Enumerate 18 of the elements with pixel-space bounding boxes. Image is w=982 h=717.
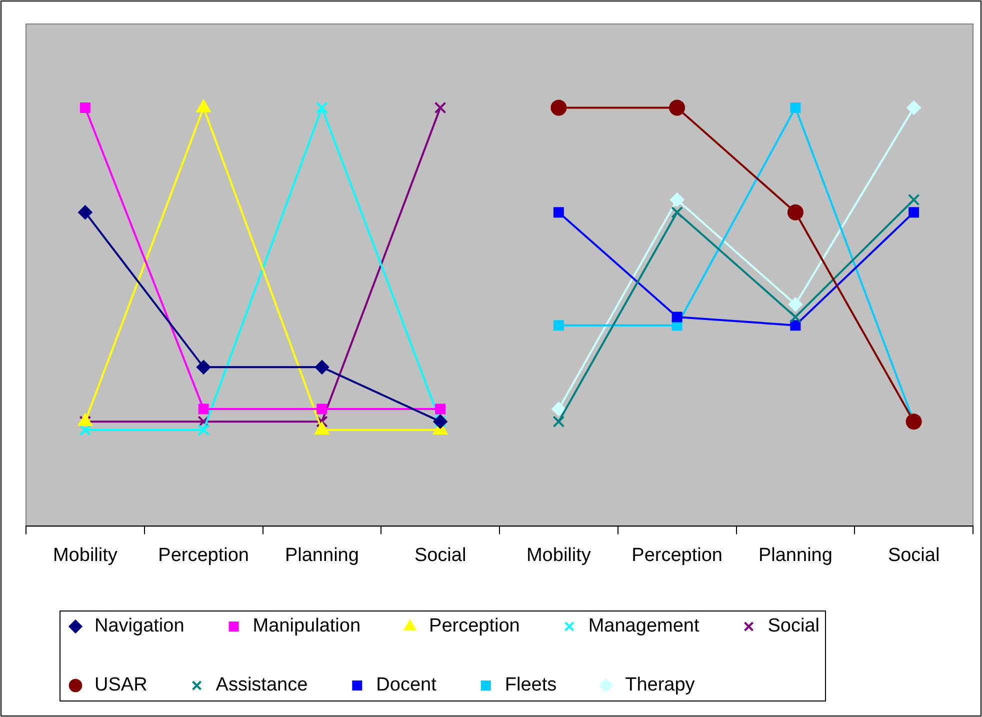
legend-label: Navigation	[94, 616, 184, 637]
x-tick-label: Perception	[632, 544, 722, 566]
x-tick-label: Mobility	[526, 544, 592, 566]
legend-label: USAR	[94, 674, 148, 696]
legend-label: Therapy	[625, 674, 696, 696]
x-tick-label: Social	[414, 544, 466, 566]
legend-label: Manipulation	[252, 616, 361, 637]
legend-label: Management	[588, 616, 700, 637]
legend-label: Fleets	[504, 674, 557, 696]
legend-label: Perception	[429, 616, 520, 637]
legend-label: Assistance	[216, 674, 308, 696]
x-tick-label: Planning	[758, 544, 832, 566]
legend-label: Docent	[376, 674, 438, 696]
legend-label: Social	[768, 616, 820, 637]
x-tick-label: Planning	[284, 544, 359, 566]
x-tick-label: Social	[888, 544, 940, 566]
x-tick-label: Perception	[158, 544, 249, 566]
x-tick-label: Mobility	[52, 544, 118, 566]
